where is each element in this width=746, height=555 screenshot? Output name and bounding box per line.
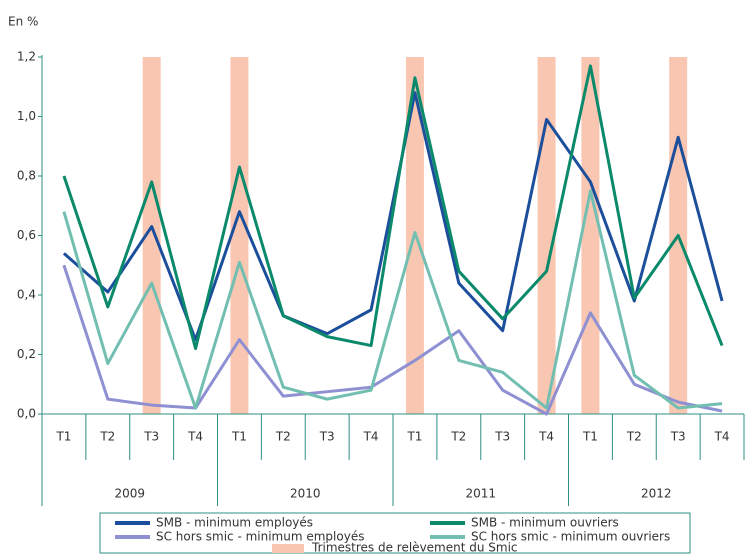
- x-tick-label: T2: [275, 430, 291, 444]
- x-tick-label: T3: [670, 430, 686, 444]
- y-tick-label: 0,6: [17, 228, 36, 242]
- series-line: [62, 64, 724, 351]
- x-tick-label: T1: [55, 430, 71, 444]
- smic-bar: [230, 57, 249, 414]
- x-tick-label: T4: [538, 430, 554, 444]
- x-tick-label: T3: [319, 430, 335, 444]
- smic-bar: [581, 57, 600, 414]
- x-tick-label: T4: [714, 430, 730, 444]
- year-label: 2012: [641, 487, 672, 501]
- y-tick-label: 1,2: [17, 50, 36, 64]
- year-label: 2009: [114, 487, 145, 501]
- x-tick-label: T2: [99, 430, 115, 444]
- year-label: 2010: [290, 487, 321, 501]
- y-tick-label: 1,0: [17, 109, 36, 123]
- legend-label: SMB - minimum employés: [156, 516, 313, 530]
- series-line: [62, 91, 724, 342]
- x-tick-label: T2: [626, 430, 642, 444]
- x-tick-label: T3: [494, 430, 510, 444]
- x-tick-label: T2: [450, 430, 466, 444]
- legend-label: Trimestres de relèvement du Smic: [311, 541, 518, 555]
- series-line: [62, 189, 723, 410]
- year-label: 2011: [465, 487, 496, 501]
- y-tick-label: 0,0: [17, 407, 36, 421]
- smic-bar: [142, 57, 161, 414]
- legend-label: SC hors smic - minimum employés: [156, 530, 364, 544]
- x-tick-label: T4: [187, 430, 203, 444]
- legend-swatch: [272, 544, 304, 553]
- x-tick-label: T1: [231, 430, 247, 444]
- y-tick-label: 0,2: [17, 347, 36, 361]
- legend-label: SC hors smic - minimum ouvriers: [471, 530, 670, 544]
- x-tick-label: T3: [143, 430, 159, 444]
- y-tick-label: 0,8: [17, 169, 36, 183]
- x-tick-label: T1: [406, 430, 422, 444]
- y-tick-label: 0,4: [17, 288, 36, 302]
- y-axis-label: En %: [8, 15, 38, 29]
- legend-box: [99, 512, 691, 554]
- series-line: [62, 264, 723, 416]
- legend-label: SMB - minimum ouvriers: [471, 516, 619, 530]
- x-tick-label: T1: [582, 430, 598, 444]
- x-tick-label: T4: [363, 430, 379, 444]
